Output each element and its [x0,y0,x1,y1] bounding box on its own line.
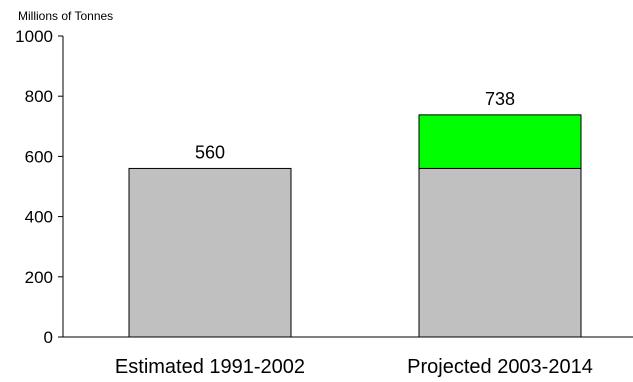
y-tick-label-600: 600 [25,147,53,166]
y-tick-label-400: 400 [25,208,53,227]
y-tick-label-800: 800 [25,87,53,106]
data-label-1: 738 [485,89,515,109]
y-axis-unit-label: Millions of Tonnes [18,9,113,23]
category-labels: Estimated 1991-2002 Projected 2003-2014 [115,356,593,378]
bars [128,114,582,338]
category-label-1: Projected 2003-2014 [407,356,593,378]
y-tick-label-1000: 1000 [15,27,53,46]
y-tick-label-0: 0 [44,328,53,347]
bar-segment-1-1 [418,114,582,169]
bar-segment-0-0 [128,167,292,338]
data-label-0: 560 [195,142,225,162]
y-axis-ticks: 0 200 400 600 800 1000 [15,27,63,347]
data-labels: 560 738 [195,89,515,163]
bar-segment-1-0 [418,167,582,338]
y-tick-label-200: 200 [25,268,53,287]
category-label-0: Estimated 1991-2002 [115,356,305,378]
